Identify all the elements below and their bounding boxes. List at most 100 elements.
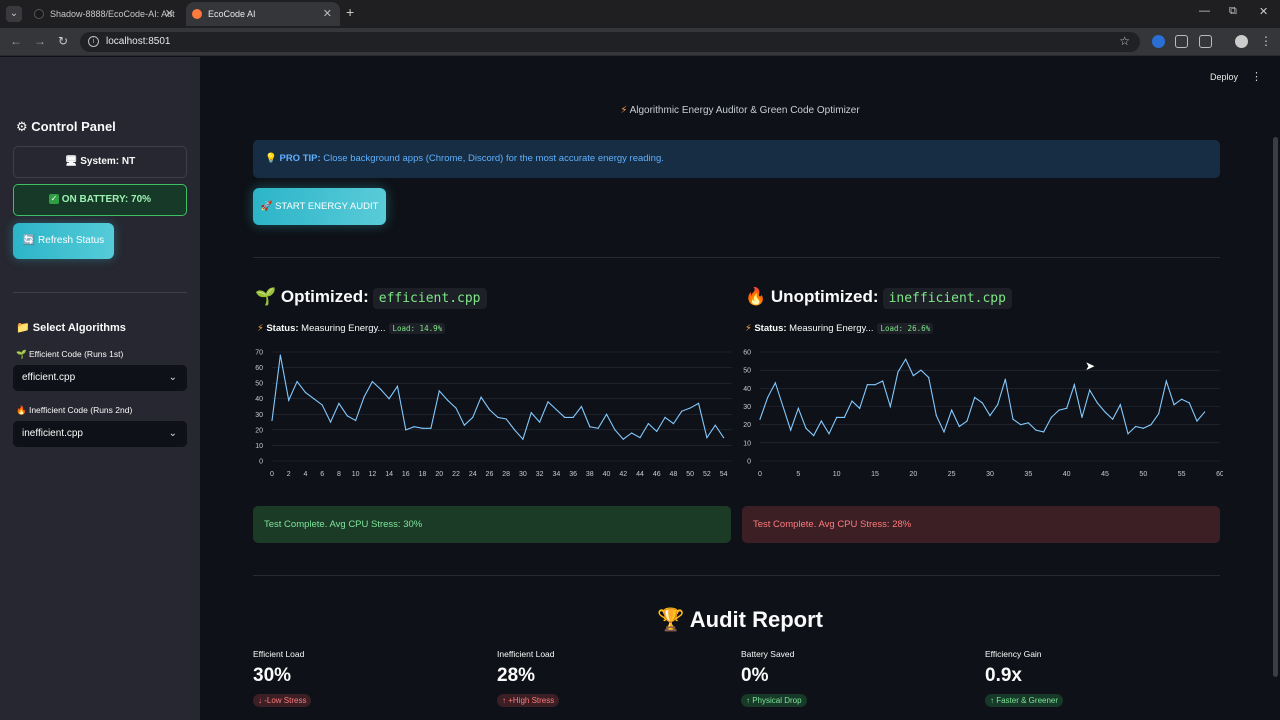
data-point [363,396,365,398]
data-point [759,418,761,420]
metric-label: Efficiency Gain [985,649,1042,659]
data-point [1004,378,1006,380]
x-tick-label: 60 [1216,471,1223,478]
tab-search-button[interactable]: ⌄ [6,6,22,22]
data-point [321,404,323,406]
fire-icon: 🔥 [16,405,27,415]
data-point [597,427,599,429]
close-window-icon[interactable]: ✕ [1259,6,1269,18]
sidebar-divider [13,292,187,293]
data-point [522,438,524,440]
data-point [304,391,307,394]
browser-menu-icon[interactable]: ⋮ [1260,34,1272,48]
data-point [430,427,432,429]
y-tick-label: 40 [255,396,263,403]
metric-label: Inefficient Load [497,649,555,659]
reload-icon[interactable]: ↻ [58,34,69,48]
pro-tip-label: PRO TIP: [279,153,321,164]
x-tick-label: 28 [502,471,510,478]
y-tick-label: 60 [255,365,263,372]
profile-avatar[interactable] [1235,35,1248,48]
close-tab-icon[interactable]: ✕ [164,8,174,20]
sidebar: ⚙ Control Panel 🖥 System: NT ✓ ON BATTER… [0,57,200,720]
new-tab-button[interactable]: + [346,4,355,20]
x-tick-label: 5 [796,471,800,478]
x-tick-label: 36 [569,471,577,478]
extensions-puzzle-icon[interactable] [1199,35,1212,48]
data-point [1027,422,1029,424]
restore-icon[interactable]: ⧉ [1229,5,1237,17]
efficient-code-select[interactable]: efficient.cpp ⌄ [13,365,187,391]
tab-title: EcoCode AI [208,9,256,19]
extension-icon[interactable] [1152,35,1165,48]
browser-tab-bar: ⌄ Shadow-8888/EcoCode-AI: Aut ✕ EcoCode … [0,0,1280,28]
refresh-status-button[interactable]: 🔄 Refresh Status [13,223,114,259]
data-point [920,369,922,371]
metric-delta: ↑ Faster & Greener [985,694,1064,707]
x-tick-label: 22 [452,471,460,478]
x-tick-label: 15 [871,471,879,478]
data-point [497,416,499,418]
back-icon[interactable]: ← [10,34,22,48]
browser-tab-github[interactable]: Shadow-8888/EcoCode-AI: Aut ✕ [28,2,182,26]
bolt-icon: ⚡ [745,323,752,334]
data-point [1081,416,1083,418]
data-point [706,437,708,439]
data-point [346,415,348,417]
data-point [1066,407,1068,409]
data-point [1043,431,1045,433]
data-point [697,402,700,404]
close-tab-icon[interactable]: ✕ [322,8,332,20]
data-point [463,424,465,426]
app-menu-icon[interactable]: ⋮ [1251,71,1262,83]
mouse-cursor-icon: ➤ [1085,359,1096,373]
data-point [1089,389,1091,391]
y-tick-label: 50 [743,368,751,375]
divider [253,575,1220,576]
x-tick-label: 48 [670,471,678,478]
data-point [1165,380,1167,382]
start-energy-audit-button[interactable]: 🚀 START ENERGY AUDIT [253,188,386,225]
data-point [455,407,457,409]
x-tick-label: 26 [486,471,494,478]
y-tick-label: 50 [255,381,263,388]
data-point [851,400,853,402]
data-point [605,413,608,415]
data-point [472,416,474,418]
inefficient-code-select[interactable]: inefficient.cpp ⌄ [13,421,187,447]
scrollbar[interactable] [1273,137,1278,677]
metric-efficient-load: Efficient Load 30% ↓ -Low Stress [253,649,453,708]
x-tick-label: 30 [986,471,994,478]
forward-icon[interactable]: → [34,34,46,48]
data-point [1073,384,1075,386]
site-info-icon[interactable]: i [88,36,99,47]
data-point [859,407,861,409]
url-field[interactable]: i localhost:8501 ☆ [80,32,1140,52]
data-point [656,430,658,433]
x-tick-label: 42 [619,471,627,478]
data-point [774,382,776,384]
data-point [447,399,449,401]
data-point [647,423,649,425]
y-tick-label: 70 [255,350,263,357]
data-point [767,396,769,399]
data-point [405,429,407,431]
data-point [1119,404,1121,406]
data-point [279,354,281,356]
x-tick-label: 40 [603,471,611,478]
minimize-icon[interactable]: — [1199,5,1210,17]
data-point [681,410,683,412]
data-point [1188,402,1190,404]
extension-icon[interactable] [1175,35,1188,48]
x-tick-label: 6 [320,471,324,478]
unoptimized-heading: 🔥 Unoptimized: inefficient.cpp [745,287,1012,309]
deploy-button[interactable]: Deploy [1209,72,1238,82]
bookmark-star-icon[interactable]: ☆ [1119,34,1130,48]
data-point [296,380,298,383]
data-point [380,388,382,390]
data-point [1050,416,1052,418]
unoptimized-result: Test Complete. Avg CPU Stress: 28% [742,506,1220,543]
y-tick-label: 60 [743,350,751,357]
browser-tab-ecocode[interactable]: EcoCode AI ✕ [186,2,340,26]
data-point [564,416,566,418]
